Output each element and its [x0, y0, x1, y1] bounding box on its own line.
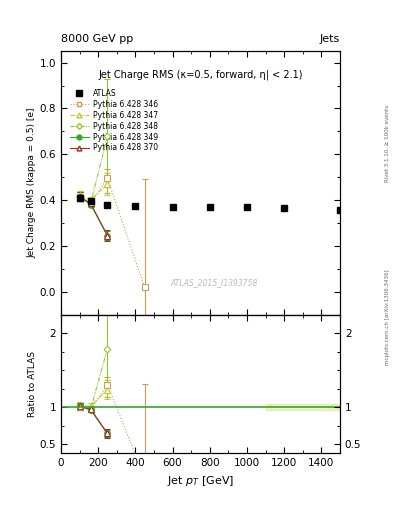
Text: Rivet 3.1.10, ≥ 100k events: Rivet 3.1.10, ≥ 100k events	[385, 105, 389, 182]
Text: ATLAS_2015_I1393758: ATLAS_2015_I1393758	[171, 279, 258, 287]
Text: mcplots.cern.ch [arXiv:1306.3436]: mcplots.cern.ch [arXiv:1306.3436]	[385, 270, 389, 365]
Legend: ATLAS, Pythia 6.428 346, Pythia 6.428 347, Pythia 6.428 348, Pythia 6.428 349, P: ATLAS, Pythia 6.428 346, Pythia 6.428 34…	[68, 87, 160, 155]
X-axis label: Jet $p_T$ [GeV]: Jet $p_T$ [GeV]	[167, 474, 234, 487]
Text: Jet Charge RMS (κ=0.5, forward, η| < 2.1): Jet Charge RMS (κ=0.5, forward, η| < 2.1…	[98, 70, 303, 80]
Text: 8000 GeV pp: 8000 GeV pp	[61, 33, 133, 44]
Y-axis label: Jet Charge RMS (kappa = 0.5) [e]: Jet Charge RMS (kappa = 0.5) [e]	[28, 108, 37, 258]
Text: Jets: Jets	[320, 33, 340, 44]
Y-axis label: Ratio to ATLAS: Ratio to ATLAS	[28, 351, 37, 417]
